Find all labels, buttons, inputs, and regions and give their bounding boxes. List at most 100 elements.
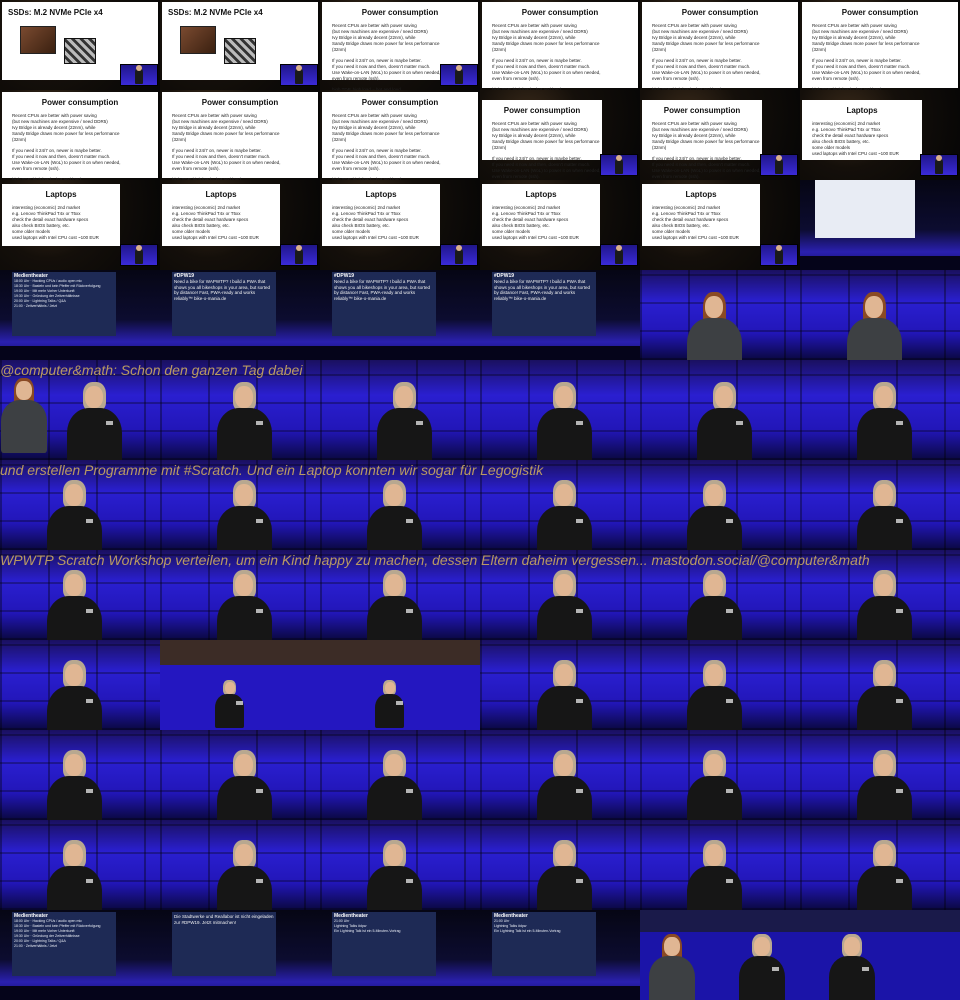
presentation-slide: SSDs: M.2 NVMe PCIe x4 bbox=[2, 2, 158, 80]
jacket-logo bbox=[726, 609, 733, 613]
slide-title: Power consumption bbox=[681, 8, 759, 17]
frame-r11-c2: Die Stadtwerke und Reallabor ist nicht e… bbox=[160, 910, 320, 1000]
slide-bullet: Use Wake-on-LAN (WoL) to power it on whe… bbox=[492, 70, 601, 75]
face bbox=[705, 663, 724, 686]
slide-bullet: some older models bbox=[12, 229, 51, 234]
slide-bullet: high TDP, high load = hot and loud bbox=[172, 177, 241, 180]
speaker-camera-inset bbox=[600, 244, 638, 266]
jacket-logo bbox=[406, 519, 413, 523]
jacket-logo bbox=[576, 789, 583, 793]
slide-bullet: Recent CPUs are better with power saving bbox=[492, 23, 577, 28]
jacket-logo bbox=[256, 879, 263, 883]
face bbox=[875, 663, 894, 686]
jacket-logo bbox=[396, 701, 403, 705]
schedule-row: 18:30 Uhr · Basteln und kein Pfeffer mit… bbox=[14, 284, 101, 288]
slide-title: Laptops bbox=[846, 106, 878, 115]
slide-title: SSDs: M.2 NVMe PCIe x4 bbox=[8, 8, 103, 17]
slide-bullet: Recent CPUs are better with power saving bbox=[812, 23, 897, 28]
jacket-logo bbox=[416, 421, 423, 425]
live-feed-ticker: und erstellen Programme mit #Scratch. Un… bbox=[320, 462, 480, 478]
jacket-logo bbox=[726, 699, 733, 703]
face bbox=[395, 385, 414, 408]
audience-floor bbox=[160, 346, 320, 360]
slide-bullet: Use Wake-on-LAN (WoL) to power it on whe… bbox=[812, 70, 921, 75]
face bbox=[65, 663, 84, 686]
face bbox=[865, 295, 884, 318]
slide-bullet: also check BIOS battery, etc. bbox=[492, 223, 550, 228]
jacket bbox=[847, 318, 902, 360]
slide-bullet: (32nm) bbox=[492, 145, 507, 150]
jacket bbox=[537, 686, 592, 730]
face bbox=[224, 682, 235, 694]
slide-bullet: interesting (economic) 2nd market bbox=[652, 205, 721, 210]
projected-screen: #DPW19 Need a bike for WAPWTP? I build a … bbox=[332, 272, 436, 336]
slide-bullet: even from remote (ssh). bbox=[812, 76, 860, 81]
slide-bullet: interesting (economic) 2nd market bbox=[812, 121, 881, 126]
slide-bullet-list: Recent CPUs are better with power saving… bbox=[652, 23, 798, 90]
live-feed-ticker: WPWTP Scratch Workshop verteilen, um ein… bbox=[800, 552, 870, 568]
jacket-logo bbox=[896, 699, 903, 703]
slide-bullet: high TDP, high load = hot and loud bbox=[652, 87, 721, 90]
face bbox=[705, 753, 724, 776]
slide-bullet: even from remote (ssh). bbox=[652, 76, 700, 81]
frame-r4-c5: an da relativ direkt eingestiegen. Ich b… bbox=[640, 270, 800, 360]
slide-bullet: Recent CPUs are better with power saving bbox=[652, 121, 737, 126]
jacket bbox=[697, 408, 752, 460]
jacket bbox=[857, 506, 912, 550]
slide-bullet: used laptops with Intel CPU cost ~100 EU… bbox=[812, 151, 899, 156]
jacket-logo bbox=[896, 879, 903, 883]
jacket-logo bbox=[406, 879, 413, 883]
slide-bullet: e.g. Lenovo ThinkPad T4x or T5xx bbox=[332, 211, 401, 216]
speaker-thumbnail bbox=[775, 245, 783, 264]
speaker-camera-inset bbox=[440, 64, 478, 86]
projected-slide bbox=[815, 180, 915, 238]
frame-r10-c4 bbox=[480, 820, 640, 910]
schedule-row: 19:00 Uhr · Mit mehr Vorher Unterkunft bbox=[14, 289, 75, 293]
jacket-logo bbox=[86, 789, 93, 793]
audience-floor bbox=[320, 346, 480, 360]
screen-hashtag: #DPW19 bbox=[334, 273, 355, 279]
slide-title: Laptops bbox=[525, 190, 557, 199]
face bbox=[65, 483, 84, 506]
frame-r8-c1 bbox=[0, 640, 160, 730]
slide-bullet: If you need it now and then, doesn't mat… bbox=[332, 64, 431, 69]
speaker-thumbnail bbox=[615, 155, 623, 174]
face bbox=[555, 843, 574, 866]
face bbox=[844, 937, 860, 956]
slide-bullet-list: Recent CPUs are better with power saving… bbox=[492, 121, 602, 180]
jacket-logo bbox=[726, 879, 733, 883]
audience-floor bbox=[480, 986, 640, 1000]
projected-screen: Medientheater 21:00 Uhr Lightning Talks #d… bbox=[492, 912, 596, 976]
face bbox=[875, 573, 894, 596]
face bbox=[235, 843, 254, 866]
speaker-thumbnail bbox=[935, 155, 943, 174]
frame-r3-c6 bbox=[800, 180, 960, 270]
tweet-text: Need a bike for WAPWTP? I build a PWA th… bbox=[174, 279, 271, 301]
slide-bullet: used laptops with Intel CPU cost ~100 EU… bbox=[652, 235, 739, 240]
frame-r10-c2 bbox=[160, 820, 320, 910]
face bbox=[65, 753, 84, 776]
slide-bullet: even from remote (ssh). bbox=[332, 166, 380, 171]
live-feed-ticker: WPWTP Scratch Workshop verteilen, um ein… bbox=[640, 552, 800, 568]
slide-bullet: Recent CPUs are better with power saving bbox=[12, 113, 97, 118]
frame-r9-c2 bbox=[160, 730, 320, 820]
slide-bullet-list: interesting (economic) 2nd market e.g. Le… bbox=[652, 205, 760, 241]
face bbox=[385, 753, 404, 776]
slide-bullet: If you need it 24/7 on, newer is maybe b… bbox=[332, 148, 422, 153]
slide-bullet: If you need it 24/7 on, newer is maybe b… bbox=[652, 156, 742, 161]
jacket bbox=[687, 596, 742, 640]
jacket bbox=[377, 408, 432, 460]
slide-bullet: Ivy Bridge is already decent (22nm), whi… bbox=[492, 35, 576, 40]
face bbox=[555, 573, 574, 596]
schedule-row: 18:00 Uhr · Hacking CPUs / audio open mi… bbox=[14, 919, 82, 923]
jacket-logo bbox=[896, 789, 903, 793]
speaker-thumbnail bbox=[135, 245, 143, 264]
slide-bullet: Sandy Bridge draws more power for less p… bbox=[172, 131, 280, 136]
slide-bullet: (32nm) bbox=[652, 145, 667, 150]
frame-r7-c1: WPWTP Scratch Workshop verteilen, um ein… bbox=[0, 550, 160, 640]
slide-bullet: Use Wake-on-LAN (WoL) to power it on whe… bbox=[332, 70, 441, 75]
live-feed-ticker: WPWTP Scratch Workshop verteilen, um ein… bbox=[320, 552, 480, 568]
slide-bullet: If you need it 24/7 on, newer is maybe b… bbox=[652, 58, 742, 63]
slide-title: Power consumption bbox=[201, 98, 279, 107]
